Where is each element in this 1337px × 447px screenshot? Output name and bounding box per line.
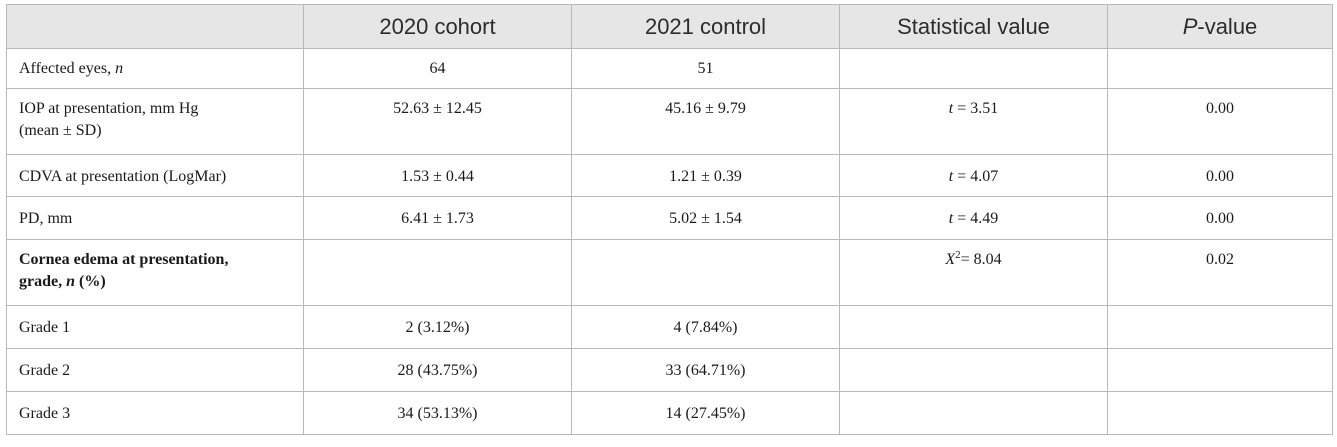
header-p-suffix: -value xyxy=(1197,13,1258,39)
cell-p-pd: 0.00 xyxy=(1107,196,1333,240)
stat-var: t xyxy=(948,100,954,117)
row-label-grade-3: Grade 3 xyxy=(6,391,304,435)
cell-stat-grade-3 xyxy=(839,391,1108,435)
cell-p-grade-3 xyxy=(1107,391,1333,435)
table-row: Cornea edema at presentation, grade, n (%… xyxy=(6,239,1333,306)
comparison-table: 2020 cohort 2021 control Statistical val… xyxy=(6,4,1333,435)
row-label-cornea-edema: Cornea edema at presentation, grade, n (%… xyxy=(6,239,304,306)
table-row: Grade 2 28 (43.75%) 33 (64.71%) xyxy=(6,348,1333,392)
cell-stat-grade-1 xyxy=(839,305,1108,349)
header-row: 2020 cohort 2021 control Statistical val… xyxy=(6,4,1333,49)
cell-2021-grade-1: 4 (7.84%) xyxy=(571,305,840,349)
label-line1: Cornea edema at presentation, xyxy=(19,251,229,268)
table-row: IOP at presentation, mm Hg (mean ± SD) 52… xyxy=(6,88,1333,155)
table-row: Grade 3 34 (53.13%) 14 (27.45%) xyxy=(6,391,1333,435)
cell-p-grade-1 xyxy=(1107,305,1333,349)
cell-2020-edema xyxy=(303,239,572,306)
label-n: n xyxy=(66,273,76,290)
row-label-grade-1: Grade 1 xyxy=(6,305,304,349)
cell-2020-grade-3: 34 (53.13%) xyxy=(303,391,572,435)
label-line1: IOP at presentation, mm Hg xyxy=(19,100,199,117)
header-p-letter: P xyxy=(1182,13,1198,39)
stat-var: t xyxy=(948,210,954,227)
cell-stat-affected xyxy=(839,48,1108,89)
table-header: 2020 cohort 2021 control Statistical val… xyxy=(6,4,1333,49)
cell-stat-iop: t = 3.51 xyxy=(839,88,1108,155)
label-line2-suffix: (%) xyxy=(75,273,106,290)
label-line2: (mean ± SD) xyxy=(19,122,102,139)
row-label-grade-2: Grade 2 xyxy=(6,348,304,392)
label-n: n xyxy=(115,60,124,77)
cell-p-grade-2 xyxy=(1107,348,1333,392)
table-row: Grade 1 2 (3.12%) 4 (7.84%) xyxy=(6,305,1333,349)
label-line2-prefix: grade, xyxy=(19,273,67,290)
cell-2021-affected: 51 xyxy=(571,48,840,89)
cell-2021-cdva: 1.21 ± 0.39 xyxy=(571,154,840,197)
row-label-cdva: CDVA at presentation (LogMar) xyxy=(6,154,304,197)
stat-val: = 3.51 xyxy=(953,100,999,117)
cell-2020-grade-1: 2 (3.12%) xyxy=(303,305,572,349)
label-text: Affected eyes, xyxy=(19,60,116,77)
cell-2021-pd: 5.02 ± 1.54 xyxy=(571,196,840,240)
header-2021-control: 2021 control xyxy=(571,4,840,49)
header-statistical-value: Statistical value xyxy=(839,4,1108,49)
cell-p-iop: 0.00 xyxy=(1107,88,1333,155)
stat-val: = 4.07 xyxy=(953,168,999,185)
row-label-iop: IOP at presentation, mm Hg (mean ± SD) xyxy=(6,88,304,155)
stat-val: = 4.49 xyxy=(953,210,999,227)
stat-var: t xyxy=(948,168,954,185)
cell-stat-grade-2 xyxy=(839,348,1108,392)
cell-2021-iop: 45.16 ± 9.79 xyxy=(571,88,840,155)
stat-superscript: 2 xyxy=(955,249,961,261)
cell-2020-cdva: 1.53 ± 0.44 xyxy=(303,154,572,197)
table-row: Affected eyes, n 64 51 xyxy=(6,48,1333,89)
cell-2020-iop: 52.63 ± 12.45 xyxy=(303,88,572,155)
stat-val: = 8.04 xyxy=(960,251,1002,268)
table-row: CDVA at presentation (LogMar) 1.53 ± 0.4… xyxy=(6,154,1333,197)
table-row: PD, mm 6.41 ± 1.73 5.02 ± 1.54 t = 4.49 … xyxy=(6,196,1333,240)
cell-2021-grade-3: 14 (27.45%) xyxy=(571,391,840,435)
cell-stat-edema: X2= 8.04 xyxy=(839,239,1108,306)
cell-stat-pd: t = 4.49 xyxy=(839,196,1108,240)
cell-2020-grade-2: 28 (43.75%) xyxy=(303,348,572,392)
row-label-affected-eyes: Affected eyes, n xyxy=(6,48,304,89)
cell-2021-edema xyxy=(571,239,840,306)
stat-var: X xyxy=(945,251,956,268)
cell-2021-grade-2: 33 (64.71%) xyxy=(571,348,840,392)
cell-stat-cdva: t = 4.07 xyxy=(839,154,1108,197)
header-2020-cohort: 2020 cohort xyxy=(303,4,572,49)
cell-p-edema: 0.02 xyxy=(1107,239,1333,306)
table-body: Affected eyes, n 64 51 IOP at presentati… xyxy=(6,48,1333,435)
cell-2020-affected: 64 xyxy=(303,48,572,89)
cell-2020-pd: 6.41 ± 1.73 xyxy=(303,196,572,240)
header-p-value: P-value xyxy=(1107,4,1333,49)
cell-p-affected xyxy=(1107,48,1333,89)
header-empty xyxy=(6,4,304,49)
row-label-pd: PD, mm xyxy=(6,196,304,240)
cell-p-cdva: 0.00 xyxy=(1107,154,1333,197)
